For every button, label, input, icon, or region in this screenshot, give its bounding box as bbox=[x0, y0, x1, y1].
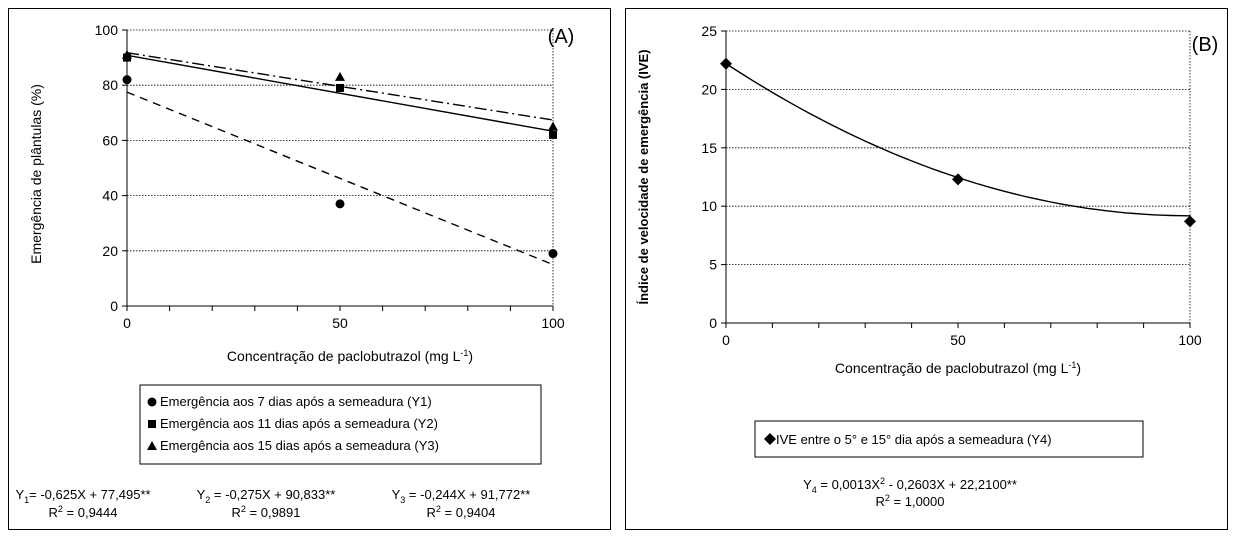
y-axis-title-b: Índice de velocidade de emergência (IVE) bbox=[636, 49, 651, 304]
plot-area-b: 0 5 10 15 20 25 0 50 100 bbox=[701, 23, 1201, 348]
r-squared-y2: R2 = 0,9891 bbox=[232, 504, 301, 520]
x-axis-title-b: Concentração de paclobutrazol (mg L-1) bbox=[835, 360, 1081, 376]
y-axis-title-a: Emergência de plântulas (%) bbox=[28, 84, 44, 264]
legend-box-a bbox=[139, 384, 542, 465]
trend-line-y2 bbox=[126, 54, 554, 132]
x-tick-label: 100 bbox=[1178, 332, 1202, 348]
trend-line-y3 bbox=[126, 52, 554, 121]
y-tick-label: 80 bbox=[102, 77, 118, 93]
panel-label-b: (B) bbox=[1192, 34, 1219, 56]
data-point-y1 bbox=[548, 249, 558, 259]
legend-label-y4: IVE entre o 5° e 15° dia após a semeadur… bbox=[776, 432, 1052, 447]
x-tick-label: 100 bbox=[541, 315, 565, 331]
y-tick-label: 0 bbox=[110, 298, 118, 314]
y-tick-label: 0 bbox=[709, 315, 717, 331]
data-point-y3 bbox=[548, 121, 558, 131]
legend-marker-y2 bbox=[148, 420, 156, 428]
equation-y2: Y2 = -0,275X + 90,833** bbox=[197, 487, 336, 505]
plot-area-a: 0 20 40 60 80 100 0 50 100 bbox=[95, 22, 565, 331]
y-tick-label: 10 bbox=[701, 198, 717, 214]
y-tick-label: 60 bbox=[102, 132, 118, 148]
chart-b-svg: (B) Concentração de paclobutrazol (mg L-… bbox=[636, 23, 1219, 509]
legend-label-y1: Emergência aos 7 dias após a semeadura (… bbox=[160, 394, 432, 409]
legend-marker-y1 bbox=[147, 397, 157, 407]
trend-line-y1 bbox=[126, 91, 554, 266]
trend-curve-y4 bbox=[725, 63, 1191, 217]
chart-a-svg: (A) Concentração de paclobutrazol (mg L-… bbox=[15, 22, 575, 520]
x-tick-label: 50 bbox=[332, 315, 348, 331]
r-squared-y1: R2 = 0,9444 bbox=[49, 504, 118, 520]
chart-panel-b: (B) Concentração de paclobutrazol (mg L-… bbox=[625, 8, 1228, 530]
legend-marker-y4 bbox=[764, 433, 776, 445]
y-tick-label: 20 bbox=[701, 81, 717, 97]
y-tick-label: 20 bbox=[102, 243, 118, 259]
r-squared-y3: R2 = 0,9404 bbox=[427, 504, 496, 520]
legend-label-y2: Emergência aos 11 dias após a semeadura … bbox=[160, 416, 438, 431]
y-tick-label: 5 bbox=[709, 257, 717, 273]
y-tick-label: 15 bbox=[701, 140, 717, 156]
x-axis-title-a: Concentração de paclobutrazol (mg L-1) bbox=[227, 348, 473, 364]
data-point-y4 bbox=[952, 173, 964, 186]
equations-a: Y1= -0,625X + 77,495**R2 = 0,9444 Y2 = -0… bbox=[15, 487, 530, 520]
r-squared-y4: R2 = 1,0000 bbox=[876, 493, 945, 509]
chart-panel-a: (A) Concentração de paclobutrazol (mg L-… bbox=[8, 8, 611, 530]
data-point-y3 bbox=[122, 49, 132, 59]
legend-b: IVE entre o 5° e 15° dia após a semeadur… bbox=[764, 432, 1052, 447]
equation-y4: Y4 = 0,0013X2 - 0,2603X + 22,2100** bbox=[803, 476, 1017, 495]
y-tick-label: 25 bbox=[701, 23, 717, 39]
data-point-y2 bbox=[549, 130, 557, 139]
data-point-y2 bbox=[336, 83, 344, 92]
legend-box-b bbox=[754, 420, 1144, 458]
y-tick-label: 100 bbox=[95, 22, 119, 38]
equation-y1: Y1= -0,625X + 77,495** bbox=[15, 487, 150, 505]
y-tick-label: 40 bbox=[102, 188, 118, 204]
data-point-y1 bbox=[122, 75, 132, 85]
data-point-y3 bbox=[335, 71, 345, 81]
data-point-y1 bbox=[335, 199, 345, 209]
panel-label-a: (A) bbox=[548, 26, 575, 48]
x-tick-label: 50 bbox=[950, 332, 966, 348]
legend-marker-y3 bbox=[147, 441, 157, 450]
data-point-y4 bbox=[720, 57, 732, 70]
legend-a: Emergência aos 7 dias após a semeadura (… bbox=[147, 394, 439, 453]
data-point-y4 bbox=[1184, 215, 1196, 228]
equation-y3: Y3 = -0,244X + 91,772** bbox=[392, 487, 531, 505]
x-tick-label: 0 bbox=[123, 315, 131, 331]
x-tick-label: 0 bbox=[722, 332, 730, 348]
equations-b: Y4 = 0,0013X2 - 0,2603X + 22,2100**R2 = … bbox=[803, 476, 1017, 509]
legend-label-y3: Emergência aos 15 dias após a semeadura … bbox=[160, 438, 439, 453]
